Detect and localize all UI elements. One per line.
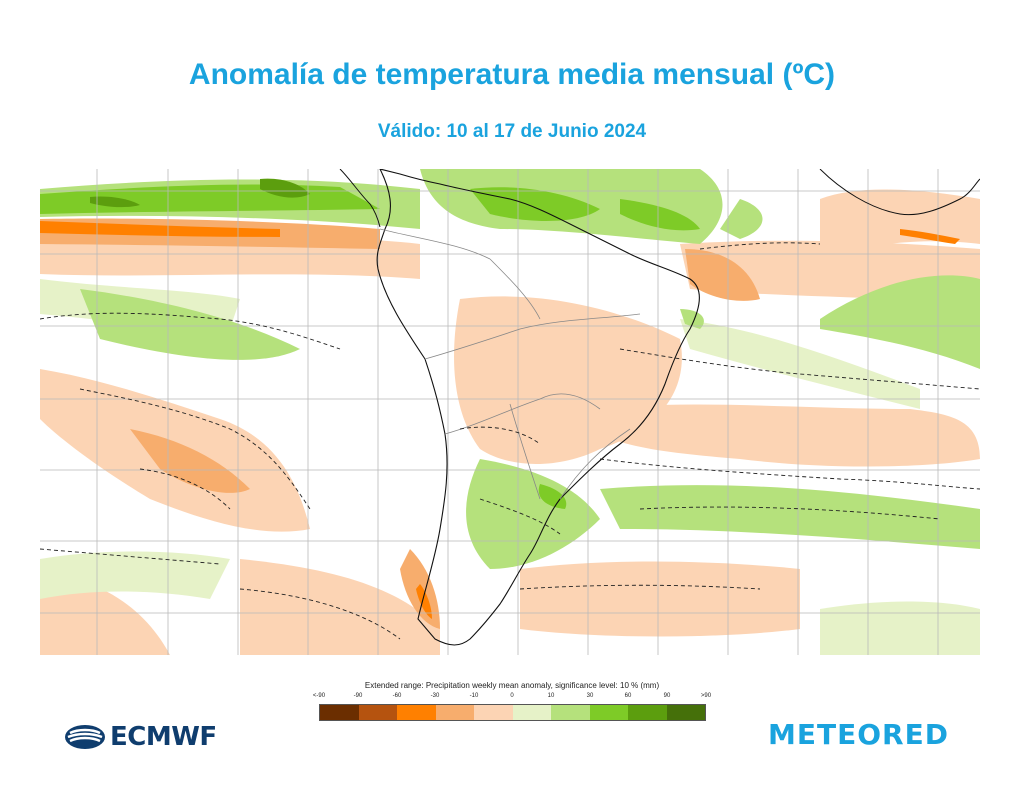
legend-tick-labels: <-90 -90 -60 -30 -10 0 10 30 60 90 >90 (312, 693, 712, 703)
map-title: Anomalía de temperatura media mensual (º… (188, 58, 836, 91)
legend-tick: 60 (624, 693, 632, 699)
meteored-logo: METEORED (768, 718, 949, 751)
legend-tick: 90 (663, 693, 671, 699)
legend-tick: -10 (469, 693, 479, 699)
central-america-coastline (339, 169, 381, 228)
ecmwf-logo-icon (65, 725, 105, 749)
north-america-coastline (819, 169, 980, 216)
legend-swatch (551, 705, 590, 720)
map-subtitle: Válido: 10 al 17 de Junio 2024 (377, 121, 647, 142)
legend-tick: -30 (430, 693, 440, 699)
legend-swatch (474, 705, 513, 720)
anomaly-map (40, 169, 980, 655)
legend-tick: 10 (547, 693, 555, 699)
ecmwf-logo-text: ECMWF (110, 722, 217, 752)
legend-tick: >90 (700, 693, 712, 699)
light-orange-regions (40, 189, 980, 655)
ecmwf-logo: ECMWF (64, 721, 217, 753)
significance-contours (40, 242, 980, 640)
country-borders (379, 228, 641, 500)
legend-tick: 30 (586, 693, 594, 699)
legend-tick: <-90 (312, 693, 326, 699)
map-gridlines (40, 169, 980, 655)
strong-orange-regions (40, 221, 960, 619)
legend-tick: -60 (392, 693, 402, 699)
legend-swatch (666, 705, 705, 720)
legend-swatch (512, 705, 551, 720)
legend-color-bar (319, 704, 706, 721)
legend-swatch (435, 705, 474, 720)
legend-swatch (628, 705, 667, 720)
legend-swatch (589, 705, 628, 720)
legend-swatch (397, 705, 436, 720)
legend-tick: -90 (353, 693, 363, 699)
legend-caption: Extended range: Precipitation weekly mea… (364, 681, 660, 690)
dark-green-regions (90, 178, 310, 208)
legend-swatch (320, 705, 359, 720)
legend-swatch (358, 705, 397, 720)
legend-tick: 0 (510, 693, 514, 699)
